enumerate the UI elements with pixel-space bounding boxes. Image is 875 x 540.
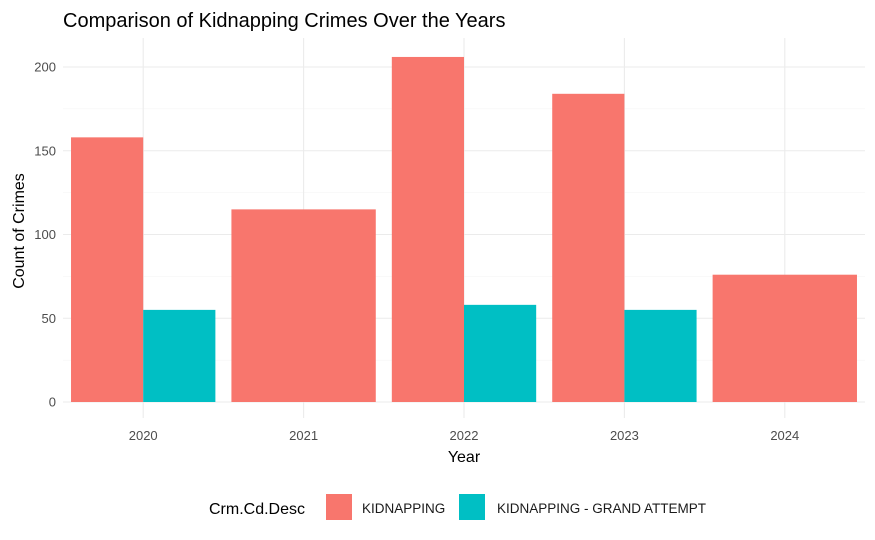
legend-label: KIDNAPPING - GRAND ATTEMPT (497, 501, 706, 516)
x-tick-label: 2020 (129, 428, 158, 443)
bar-kidnapping-grand-attempt-2023 (624, 309, 697, 402)
bar-kidnapping-2021 (231, 209, 376, 402)
bar-kidnapping-grand-attempt-2022 (464, 304, 537, 402)
x-axis-title: Year (448, 449, 481, 466)
y-tick-label: 0 (49, 395, 56, 410)
y-axis-title: Count of Crimes (11, 173, 28, 289)
legend: Crm.Cd.Desc KIDNAPPING KIDNAPPING - GRAND… (209, 494, 706, 520)
chart-title: Comparison of Kidnapping Crimes Over the… (63, 10, 505, 32)
y-tick-label: 200 (34, 60, 56, 75)
x-tick-label: 2022 (450, 428, 479, 443)
y-tick-label: 100 (34, 227, 56, 242)
legend-key (326, 494, 352, 520)
bars (71, 56, 857, 403)
bar-kidnapping-2022 (391, 56, 464, 402)
legend-title: Crm.Cd.Desc (209, 501, 305, 518)
axis-ticks: 0 50 100 150 200 2020 2021 2022 2023 2024 (34, 60, 799, 444)
bar-kidnapping-2024 (712, 274, 857, 402)
x-tick-label: 2024 (770, 428, 799, 443)
bar-kidnapping-2023 (552, 93, 625, 403)
y-tick-label: 50 (42, 311, 56, 326)
legend-label: KIDNAPPING (362, 501, 445, 516)
legend-key (459, 494, 485, 520)
y-tick-label: 150 (34, 143, 56, 158)
x-tick-label: 2023 (610, 428, 639, 443)
bar-kidnapping-grand-attempt-2020 (143, 309, 216, 402)
x-tick-label: 2021 (289, 428, 318, 443)
bar-kidnapping-2020 (71, 137, 144, 402)
